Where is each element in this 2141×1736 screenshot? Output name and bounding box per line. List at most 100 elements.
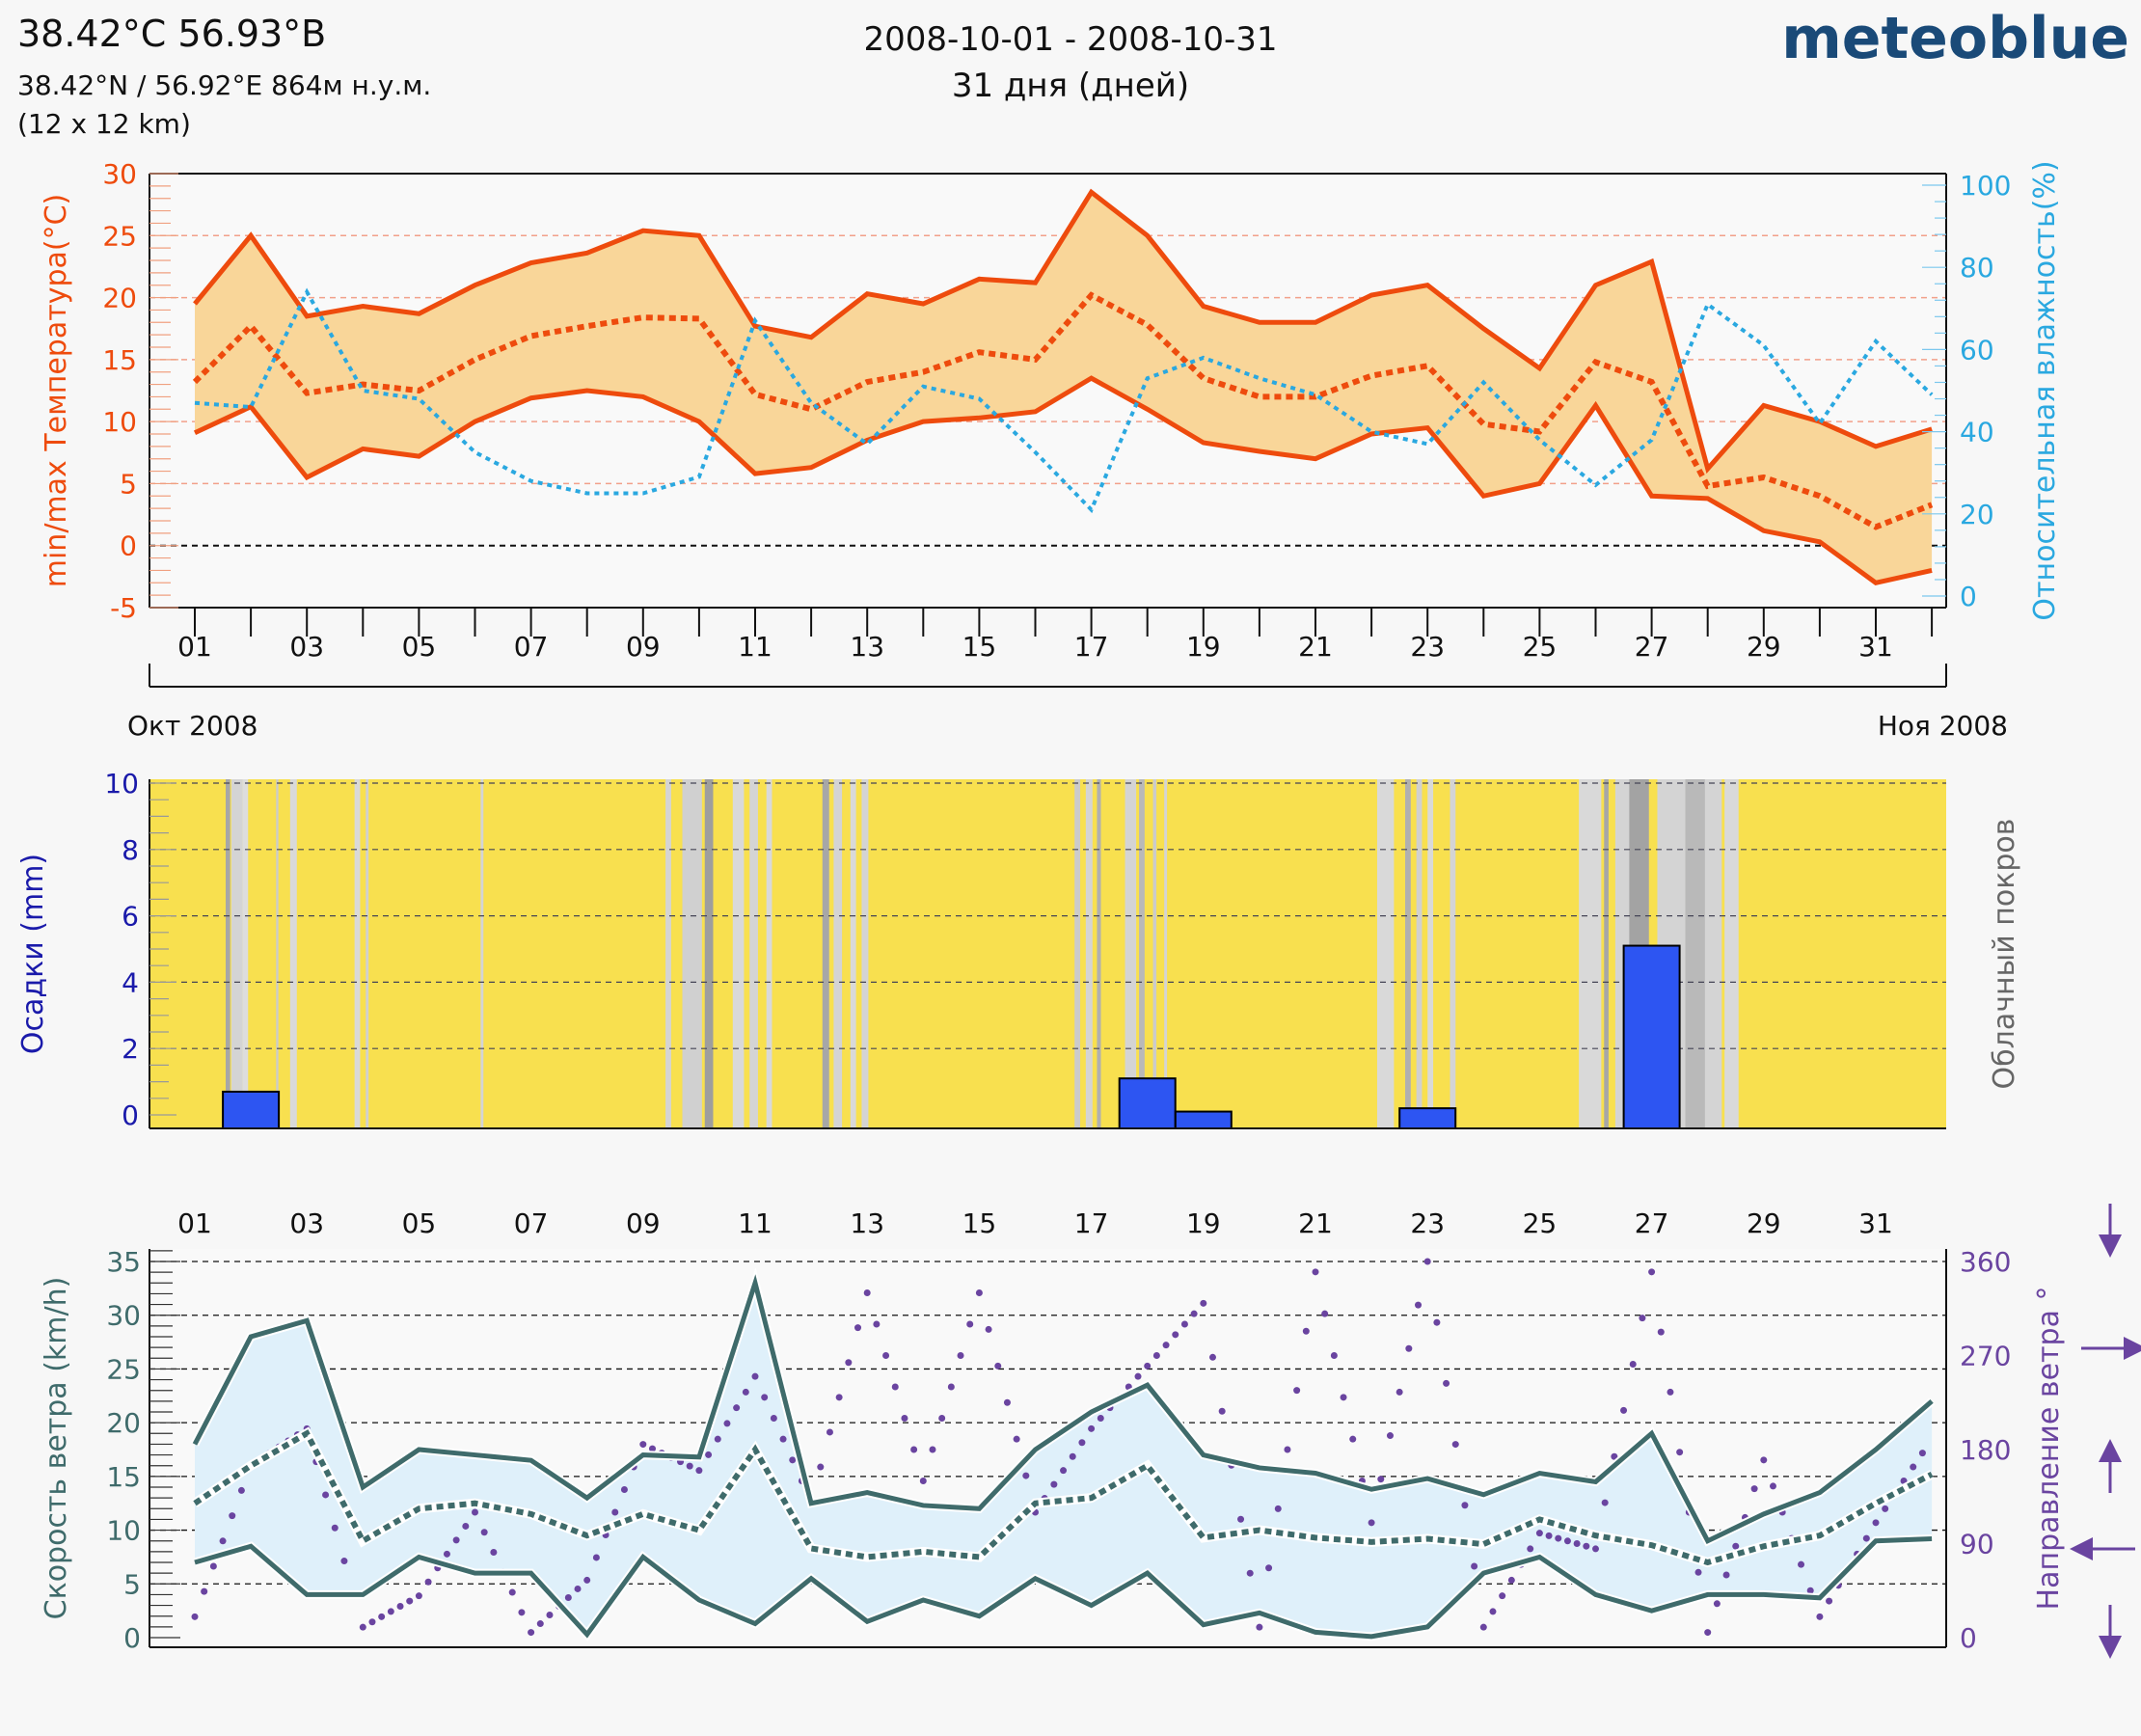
wind-direction-point [378, 1613, 386, 1620]
temp-tick-label: -5 [110, 592, 137, 624]
humidity-line [194, 287, 1934, 514]
wind-direction-point [209, 1562, 217, 1570]
cloud-cover-stripe [1085, 779, 1093, 1128]
wind-day-label: 11 [738, 1207, 772, 1239]
wind-direction-point [770, 1415, 777, 1422]
wind-direction-point [1882, 1505, 1889, 1512]
wind-direction-point [1152, 1352, 1160, 1359]
wind-panel: 35 30 25 20 15 10 5 0 360 270 180 90 0 Скорость ветра… [40, 1204, 2141, 1659]
wind-direction-point [331, 1524, 339, 1532]
wind-direction-point [1583, 1542, 1590, 1550]
wind-direction-point [1060, 1467, 1068, 1475]
wind-direction-point [1676, 1449, 1684, 1456]
wind-direction-point [1265, 1564, 1273, 1572]
wind-direction-point [1601, 1499, 1609, 1506]
wind-direction-point [1293, 1387, 1301, 1395]
wind-direction-point [1918, 1450, 1926, 1457]
wind-direction-point [938, 1415, 946, 1422]
max-temp-line [193, 188, 1933, 475]
wind-direction-point [994, 1362, 1002, 1370]
cloud-cover-stripe [480, 779, 484, 1128]
day-label: 19 [1186, 631, 1221, 663]
direction-tick-label: 270 [1960, 1341, 2011, 1372]
wind-direction-point [1330, 1352, 1338, 1359]
coords-line: 38.42°N / 56.92°E 864м н.у.м. [17, 69, 431, 101]
day-label: 07 [514, 631, 549, 663]
temp-range-band [195, 192, 1933, 583]
humidity-tick-label: 80 [1960, 252, 1994, 284]
wind-direction-point [733, 1404, 741, 1412]
wind-direction-point [1423, 1258, 1431, 1265]
precip-tick-label: 8 [122, 834, 139, 866]
cloud-cover-stripe [665, 779, 671, 1128]
wind-direction-point [1527, 1545, 1534, 1553]
cloud-cover-stripe [749, 779, 758, 1128]
wind-direction-point [322, 1491, 330, 1499]
day-label: 21 [1298, 631, 1333, 663]
brand-logo: meteoblue [1781, 5, 2129, 72]
wind-tick-label: 20 [106, 1407, 141, 1439]
wind-direction-point [518, 1609, 526, 1616]
wind-direction-point [891, 1383, 899, 1391]
cloud-cover-stripe [1164, 779, 1168, 1128]
temp-axis-title: min/max Температура(°C) [40, 194, 73, 588]
wind-direction-point [1461, 1502, 1469, 1509]
wind-tick-label: 25 [106, 1353, 141, 1385]
precipitation-panel: 10 8 6 4 2 0 Осадки (mm) Облачный покров [16, 768, 2021, 1131]
wind-direction-point [620, 1486, 628, 1494]
wind-direction-point [947, 1383, 955, 1391]
wind-direction-point [1088, 1424, 1096, 1432]
cloud-cover-stripe [1579, 779, 1602, 1128]
wind-direction-point [415, 1592, 422, 1600]
wind-direction-point [1433, 1318, 1441, 1326]
mean-temp-line [192, 291, 1934, 530]
wind-direction-point [714, 1435, 721, 1443]
wind-direction-point [1657, 1328, 1665, 1336]
wind-direction-point [1629, 1361, 1637, 1369]
wind-direction-point [919, 1478, 927, 1484]
humidity-tick-label: 100 [1960, 170, 2011, 202]
wind-direction-point [1405, 1344, 1413, 1352]
wind-day-label: 29 [1747, 1207, 1781, 1239]
wind-direction-point [359, 1623, 366, 1631]
cloud-cover-stripe [822, 779, 829, 1128]
wind-direction-point [1200, 1299, 1207, 1307]
direction-tick-label: 0 [1960, 1622, 1977, 1654]
wind-direction-point [854, 1324, 862, 1332]
wind-direction-point [1312, 1268, 1319, 1276]
direction-tick-label: 90 [1960, 1529, 1994, 1560]
wind-day-label: 17 [1074, 1207, 1109, 1239]
wind-direction-point [396, 1603, 404, 1610]
wind-direction-point [1573, 1540, 1581, 1547]
temp-tick-label: 5 [120, 468, 137, 500]
min-wind-line [194, 1535, 1933, 1640]
cloud-cover-stripe [289, 779, 297, 1128]
wind-direction-point [1377, 1476, 1385, 1483]
wind-direction-point [1910, 1463, 1917, 1471]
wind-direction-point [1862, 1534, 1870, 1542]
cloud-cover-stripe [682, 779, 702, 1128]
wind-direction-point [1386, 1432, 1394, 1440]
humidity-tick-label: 40 [1960, 417, 1994, 448]
temp-tick-label: 15 [102, 344, 137, 376]
wind-direction-point [882, 1352, 890, 1359]
grid-size: (12 x 12 km) [17, 108, 191, 140]
day-label: 25 [1523, 631, 1558, 663]
humidity-tick-label: 20 [1960, 499, 1994, 530]
wind-day-label: 21 [1298, 1207, 1333, 1239]
wind-day-label: 13 [850, 1207, 884, 1239]
day-label: 29 [1747, 631, 1781, 663]
wind-direction-point [201, 1587, 208, 1595]
cloud-cover-stripe [276, 779, 279, 1128]
wind-direction-point [1816, 1613, 1824, 1620]
wind-direction-point [1507, 1576, 1515, 1584]
wind-direction-point [742, 1388, 749, 1396]
wind-day-label: 23 [1410, 1207, 1445, 1239]
wind-direction-point [1667, 1388, 1674, 1396]
wind-direction-point [1555, 1534, 1562, 1542]
min-temp-line [193, 375, 1933, 585]
wind-direction-point [1639, 1315, 1646, 1322]
wind-direction-point [1798, 1560, 1805, 1568]
cloud-cover-stripe [850, 779, 856, 1128]
